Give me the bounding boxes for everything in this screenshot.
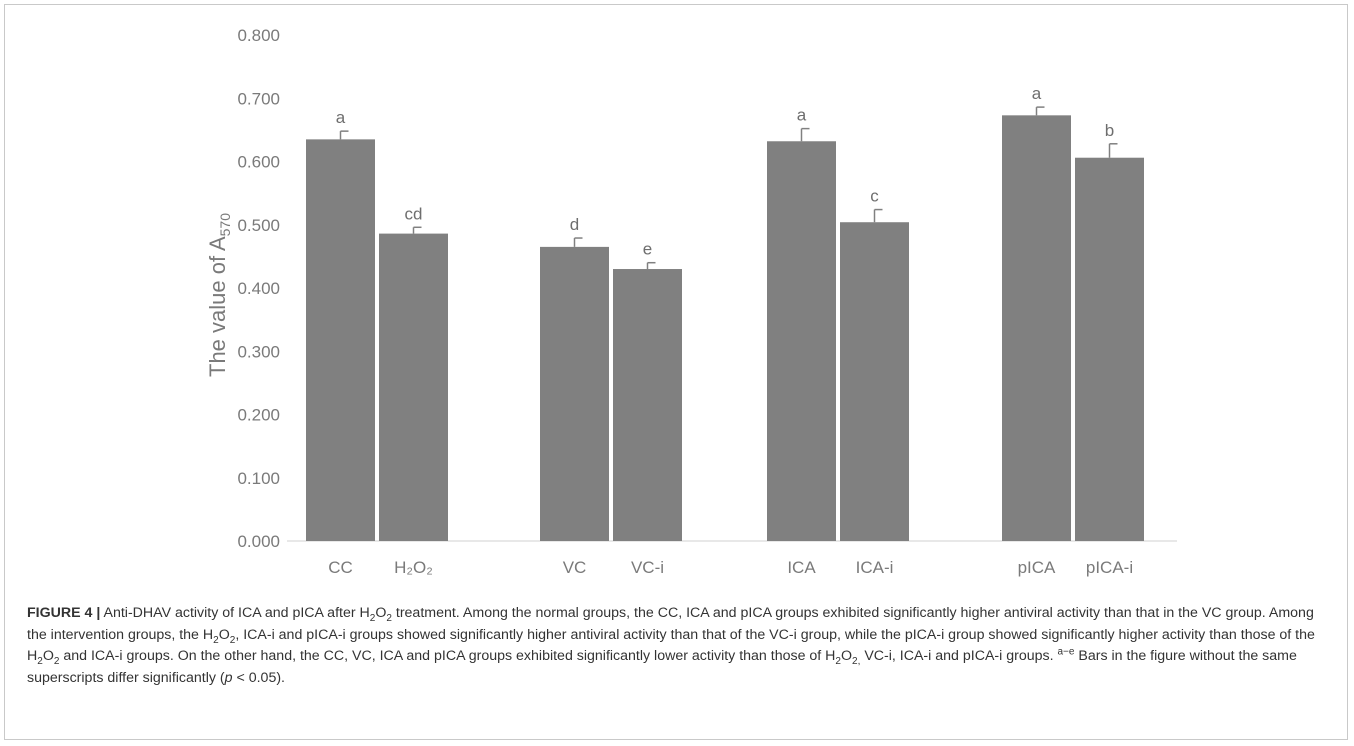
bar (613, 269, 682, 541)
figure-caption: FIGURE 4 | Anti-DHAV activity of ICA and… (27, 605, 1315, 686)
category-label: CC (328, 558, 353, 577)
bar (540, 246, 609, 541)
significance-label: e (643, 240, 652, 259)
bar (767, 141, 836, 541)
y-axis-label: The value of A570 (205, 213, 233, 377)
bar (306, 139, 375, 542)
y-tick-label: 0.000 (237, 532, 280, 551)
error-bar (1108, 143, 1118, 158)
y-axis-ticks: 0.000 0.100 0.200 0.300 0.400 0.500 0.600 0.700… (237, 26, 280, 551)
significance-labels: a cd d e a c a b (336, 84, 1114, 259)
y-tick-label: 0.500 (237, 216, 280, 235)
bar (379, 233, 448, 542)
error-bar (1035, 106, 1045, 116)
error-bars (339, 106, 1118, 270)
y-tick-label: 0.400 (237, 279, 280, 298)
error-bar (339, 130, 349, 140)
caption-lead: FIGURE 4 | (27, 605, 101, 621)
bars (306, 115, 1144, 542)
bar (840, 222, 909, 541)
error-bar (412, 226, 422, 234)
category-label: pICA-i (1086, 558, 1133, 577)
category-label: H₂O₂ (394, 558, 433, 577)
y-tick-label: 0.200 (237, 406, 280, 425)
significance-label: d (570, 215, 579, 234)
y-tick-label: 0.600 (237, 153, 280, 172)
significance-label: b (1105, 121, 1114, 140)
y-tick-label: 0.100 (237, 469, 280, 488)
error-bar (646, 261, 656, 270)
y-tick-label: 0.300 (237, 342, 280, 361)
y-axis-label-subscript: 570 (217, 213, 233, 237)
category-labels: CC H₂O₂ VC VC-i ICA ICA-i pICA pICA-i (328, 558, 1133, 577)
significance-label: a (336, 108, 346, 127)
category-label: ICA-i (856, 558, 894, 577)
figure-frame: 0.000 0.100 0.200 0.300 0.400 0.500 0.600 0.700… (4, 4, 1348, 740)
y-tick-label: 0.800 (237, 26, 280, 45)
y-tick-label: 0.700 (237, 89, 280, 108)
category-label: pICA (1018, 558, 1056, 577)
category-label: ICA (787, 558, 816, 577)
bar (1075, 157, 1144, 541)
error-bar (573, 237, 583, 247)
error-bar (800, 127, 810, 142)
significance-label: cd (405, 204, 423, 223)
category-label: VC (563, 558, 587, 577)
y-axis-label-main: The value of A (205, 236, 230, 377)
category-label: VC-i (631, 558, 664, 577)
error-bar (873, 208, 883, 223)
significance-label: a (797, 106, 807, 125)
significance-label: a (1032, 84, 1042, 103)
significance-label: c (870, 187, 879, 206)
bar (1002, 115, 1071, 541)
bar-chart: 0.000 0.100 0.200 0.300 0.400 0.500 0.600 0.700… (205, 26, 1177, 577)
